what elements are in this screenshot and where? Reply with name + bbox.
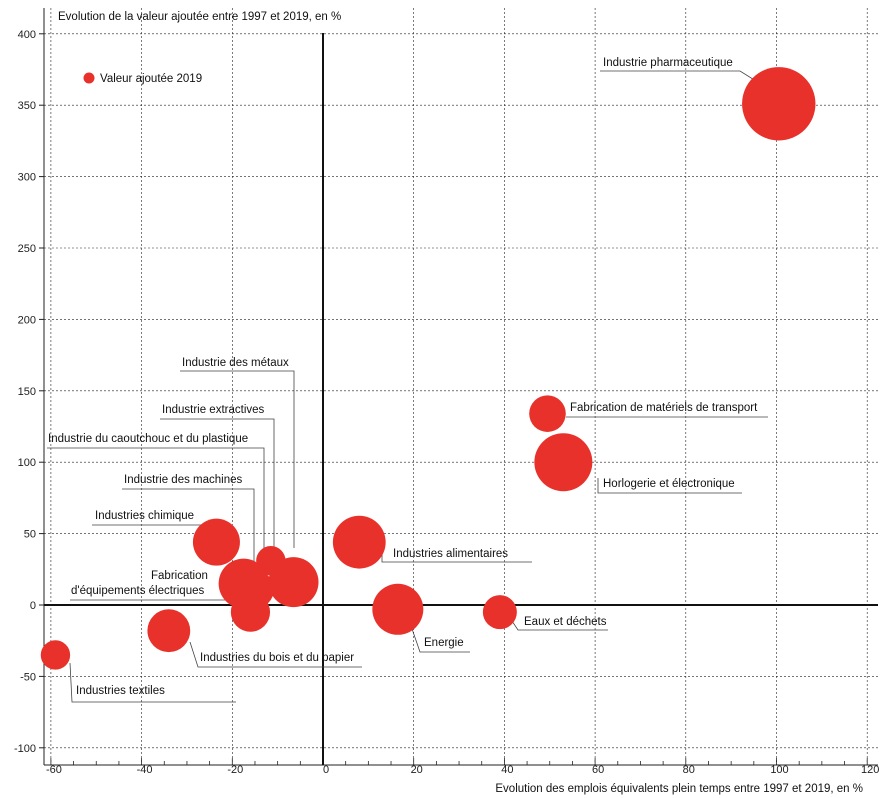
bubble-industrie-pharmaceutique: [742, 67, 816, 141]
bubble-energie: [372, 583, 424, 635]
leader-line: [69, 662, 236, 703]
x-tick-label: 0: [323, 764, 329, 776]
bubble-horlogerie-et-electronique: [534, 433, 593, 492]
y-tick-label: 250: [18, 243, 36, 255]
y-tick-label: 50: [24, 529, 36, 541]
label-industries-chimique: Industries chimique: [95, 510, 194, 522]
bubble-industries-textiles: [40, 640, 71, 670]
y-tick-label: -50: [20, 671, 36, 683]
x-tick-label: 40: [501, 764, 513, 776]
y-axis-label: Evolution de la valeur ajoutée entre 199…: [58, 11, 341, 23]
x-tick-label: 120: [861, 764, 879, 776]
bubbles: [40, 67, 816, 670]
bubble-fabrication-de-materiels-de-transport: [529, 395, 566, 432]
x-axis-label: Evolution des emplois équivalents plein …: [495, 783, 863, 795]
legend: Valeur ajoutée 2019: [83, 72, 202, 85]
label-industrie-machines: Industrie des machines: [124, 474, 243, 486]
grid-lines: [44, 8, 878, 765]
label-horlogerie: Horlogerie et électronique: [603, 478, 735, 490]
leader-line: [47, 447, 265, 566]
bubble-industrie-extractives: [256, 546, 286, 576]
leader-line: [600, 70, 765, 87]
label-industrie-metaux: Industrie des métaux: [182, 357, 289, 369]
y-tick-label: 200: [18, 314, 36, 326]
label-energie: Energie: [424, 637, 464, 649]
bubble-eaux-et-dechets: [482, 595, 517, 630]
x-tick-label: 20: [411, 764, 423, 776]
y-tick-label: 150: [18, 386, 36, 398]
label-equipements-electriques-1: Fabrication: [151, 570, 208, 582]
x-tick-label: 80: [683, 764, 695, 776]
y-tick-label: 400: [18, 29, 36, 41]
leader-line: [122, 488, 255, 588]
leader-line: [597, 478, 742, 494]
label-industries-alimentaires: Industries alimentaires: [393, 548, 508, 560]
label-industrie-pharmaceutique: Industrie pharmaceutique: [603, 57, 733, 69]
label-materiels-transport: Fabrication de matériels de transport: [570, 402, 758, 414]
x-tick-label: 100: [770, 764, 788, 776]
y-tick-label: 100: [18, 457, 36, 469]
leader-line: [160, 418, 275, 561]
x-tick-label: 60: [592, 764, 604, 776]
label-caoutchouc-plastique: Industrie du caoutchouc et du plastique: [48, 433, 248, 445]
y-tick-label: -100: [14, 743, 36, 755]
x-tick-label: -20: [227, 764, 243, 776]
label-industries-textiles: Industries textiles: [76, 685, 165, 697]
bubble-industries-alimentaires: [332, 515, 386, 569]
legend-label: Valeur ajoutée 2019: [100, 73, 202, 85]
x-tick-label: -60: [46, 764, 62, 776]
y-tick-label: 350: [18, 100, 36, 112]
leader-line: [189, 641, 362, 668]
label-eaux-dechets: Eaux et déchets: [524, 616, 607, 628]
leader-line: [409, 622, 470, 653]
bubble-fabrication-d-equipements-electriques: [230, 592, 271, 632]
legend-marker: [83, 72, 95, 84]
y-tick-label: 300: [18, 172, 36, 184]
leader-line: [180, 370, 295, 548]
bubble-industries-chimique: [192, 518, 240, 566]
label-equipements-electriques-2: d'équipements électriques: [71, 585, 204, 597]
y-tick-label: 0: [30, 600, 36, 612]
label-bois-papier: Industries du bois et du papier: [200, 652, 354, 664]
x-tick-label: -40: [137, 764, 153, 776]
label-industrie-extractives: Industrie extractives: [162, 404, 265, 416]
bubble-industries-du-bois-et-du-papier: [147, 609, 191, 653]
